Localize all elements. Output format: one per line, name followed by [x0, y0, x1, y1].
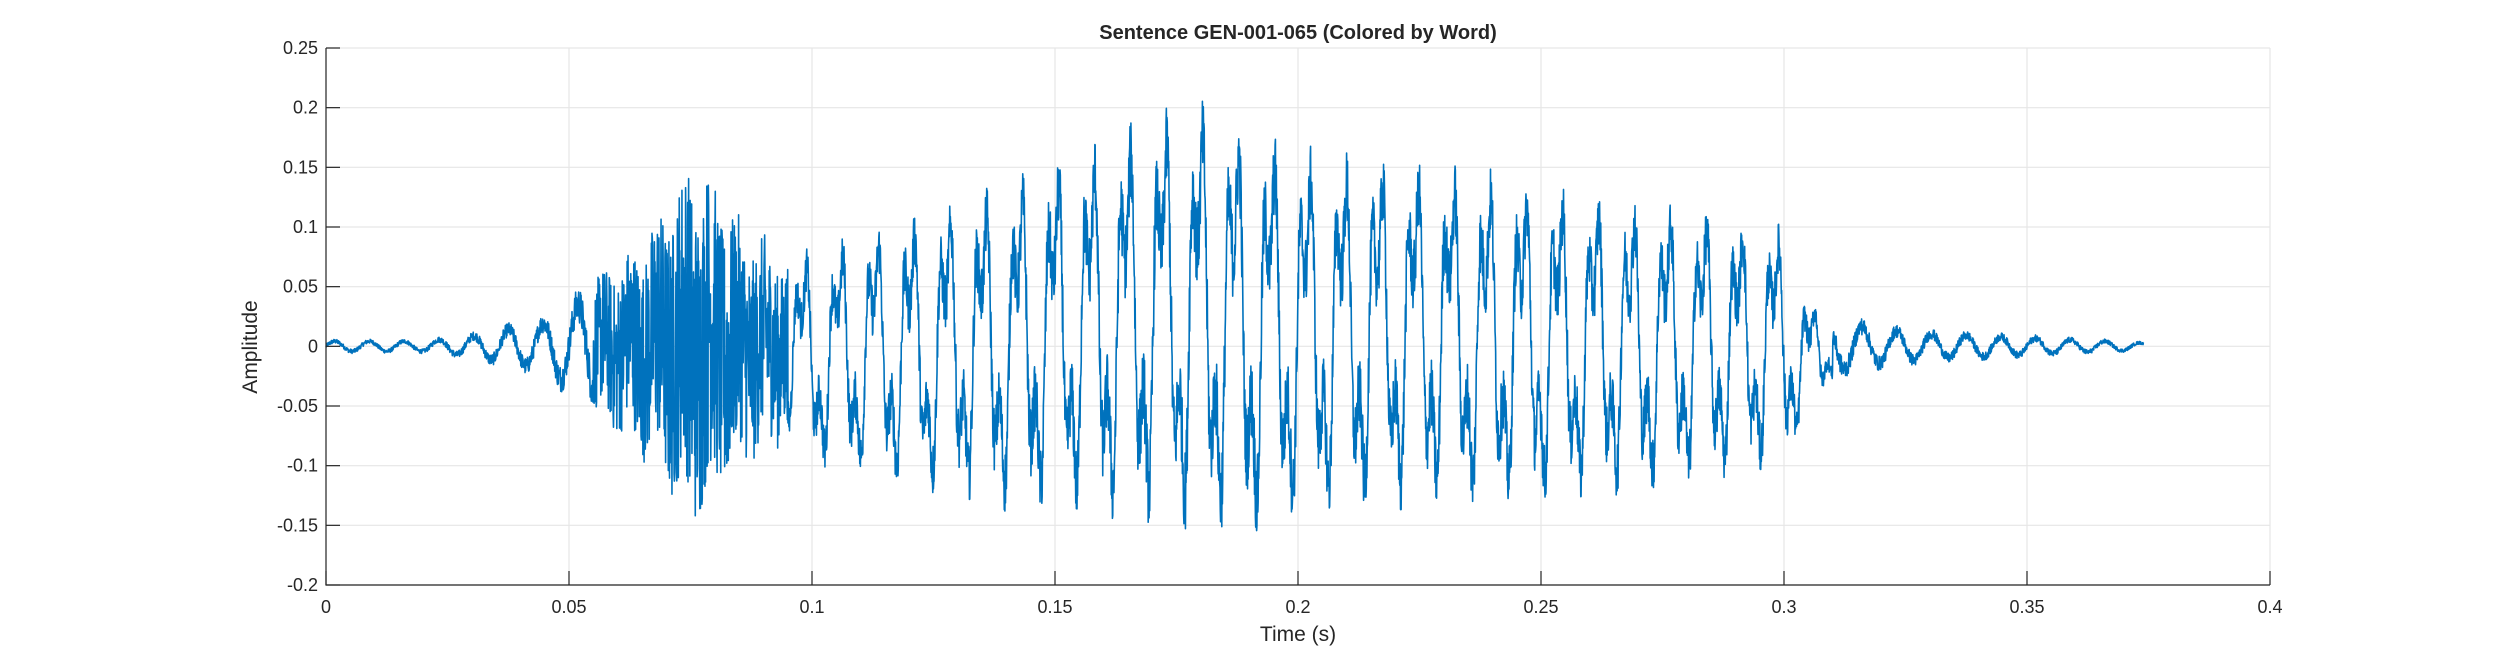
y-tick-label: 0 — [308, 336, 318, 356]
x-axis-label: Time (s) — [1260, 623, 1336, 646]
tick-labels: 0 0.05 0.1 0.15 0.2 0.25 0.3 0.35 0.4 -0.2 -0.15 -0… — [277, 38, 2283, 617]
y-tick-label: -0.15 — [277, 515, 318, 535]
x-tick-label: 0.05 — [551, 597, 586, 617]
chart-title: Sentence GEN-001-065 (Colored by Word) — [1099, 22, 1497, 44]
axes — [325, 47, 2271, 586]
x-tick-label: 0.3 — [1771, 597, 1796, 617]
y-tick-label: 0.25 — [283, 38, 318, 58]
waveform-series-line — [325, 100, 2145, 532]
y-tick-label: 0.2 — [293, 98, 318, 118]
y-tick-label: 0.1 — [293, 217, 318, 237]
y-axis-label: Amplitude — [239, 300, 262, 393]
x-tick-label: 0.25 — [1523, 597, 1558, 617]
x-tick-label: 0.4 — [2257, 597, 2282, 617]
x-tick-label: 0.15 — [1037, 597, 1072, 617]
y-tick-label: 0.05 — [283, 277, 318, 297]
y-tick-label: 0.15 — [283, 157, 318, 177]
y-tick-label: -0.2 — [287, 575, 318, 595]
x-tick-label: 0.35 — [2009, 597, 2044, 617]
x-tick-label: 0.2 — [1285, 597, 1310, 617]
x-tick-label: 0.1 — [799, 597, 824, 617]
y-tick-label: -0.1 — [287, 456, 318, 476]
x-tick-label: 0 — [321, 597, 331, 617]
series-layer — [325, 100, 2145, 532]
y-tick-label: -0.05 — [277, 396, 318, 416]
